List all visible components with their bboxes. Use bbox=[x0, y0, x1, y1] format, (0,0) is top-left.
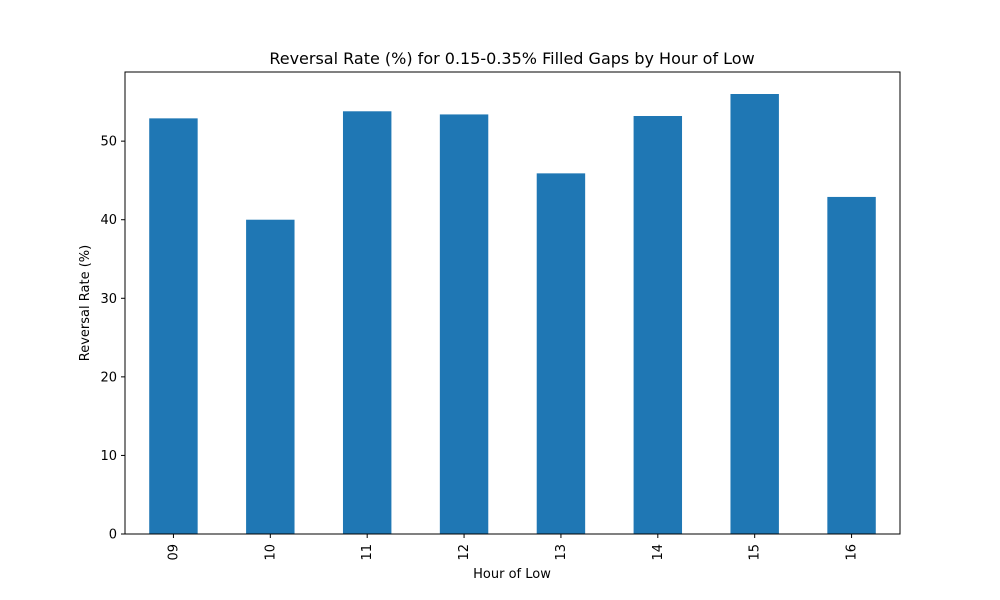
x-tick-label-13: 13 bbox=[554, 544, 569, 561]
x-tick-label-15: 15 bbox=[748, 544, 763, 561]
bar-09 bbox=[149, 118, 198, 535]
y-tick-label-0: 0 bbox=[109, 528, 117, 543]
x-tick-label-11: 11 bbox=[360, 544, 375, 561]
bar-16 bbox=[827, 196, 876, 534]
x-tick-label-12: 12 bbox=[457, 544, 472, 561]
chart-title: Reversal Rate (%) for 0.15-0.35% Filled … bbox=[269, 49, 754, 68]
x-tick-label-09: 09 bbox=[166, 544, 181, 561]
x-tick-label-16: 16 bbox=[845, 544, 860, 561]
x-axis: 09 10 11 12 13 14 15 16 bbox=[166, 534, 860, 561]
y-tick-label-40: 40 bbox=[100, 213, 117, 228]
bar-14 bbox=[633, 116, 683, 534]
y-axis: 0 10 20 30 40 50 bbox=[100, 135, 125, 543]
y-tick-label-30: 30 bbox=[100, 292, 117, 307]
plot-frame bbox=[124, 71, 901, 535]
x-tick-label-10: 10 bbox=[263, 544, 278, 561]
bar-13 bbox=[536, 173, 586, 535]
bar-11 bbox=[342, 111, 392, 534]
y-tick-label-10: 10 bbox=[100, 449, 117, 464]
bar-10 bbox=[246, 219, 295, 534]
bar-12 bbox=[439, 114, 489, 535]
x-axis-label: Hour of Low bbox=[473, 567, 551, 582]
y-axis-label: Reversal Rate (%) bbox=[78, 245, 93, 361]
bar-15 bbox=[730, 94, 779, 534]
y-tick-label-50: 50 bbox=[100, 135, 117, 150]
y-tick-label-20: 20 bbox=[100, 370, 117, 385]
x-tick-label-14: 14 bbox=[651, 544, 666, 561]
bars-layer bbox=[149, 94, 876, 535]
